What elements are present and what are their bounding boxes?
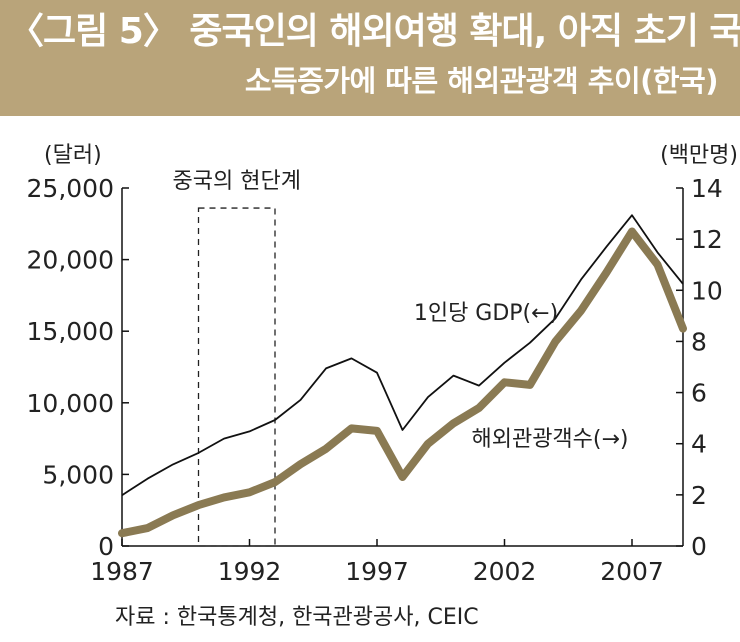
left-tick-label: 0 <box>98 532 114 561</box>
right-axis-unit: (백만명) <box>660 143 738 168</box>
right-tick-label: 14 <box>691 174 723 203</box>
highlight-box <box>197 207 276 547</box>
right-tick-label: 4 <box>691 430 707 459</box>
chart-area: 0 5,000 10,000 15,000 20,000 25,000 0 2 4 6 8 10 12 1… <box>0 116 740 638</box>
series-line-gdp <box>121 214 684 496</box>
left-tick-label: 10,000 <box>27 389 114 418</box>
right-tick-label: 2 <box>691 481 707 510</box>
right-tick-label: 6 <box>691 379 707 408</box>
right-tick-label: 8 <box>691 327 707 356</box>
x-tick-label: 1992 <box>218 557 282 586</box>
x-tick-label: 1997 <box>345 557 409 586</box>
figure-title: 〈그림 5〉 중국인의 해외여행 확대, 아직 초기 국면 <box>8 11 740 52</box>
highlight-label: 중국의 현단계 <box>173 169 301 194</box>
left-tick-label: 5,000 <box>42 460 114 489</box>
series-line-tourists <box>118 227 687 538</box>
left-axis-unit: (달러) <box>44 143 102 168</box>
source-note: 자료 : 한국통계청, 한국관광공사, CEIC <box>115 605 479 630</box>
left-tick-label: 15,000 <box>27 317 114 346</box>
left-tick-label: 25,000 <box>27 174 114 203</box>
series-label-gdp: 1인당 GDP(←) <box>414 301 558 326</box>
x-tick-label: 2007 <box>600 557 664 586</box>
figure-header: 〈그림 5〉 중국인의 해외여행 확대, 아직 초기 국면 소득증가에 따른 해… <box>0 0 740 116</box>
line-chart: 0 5,000 10,000 15,000 20,000 25,000 0 2 4 6 8 10 12 1… <box>27 143 738 630</box>
x-tick-label: 1987 <box>90 557 154 586</box>
right-tick-label: 10 <box>691 276 723 305</box>
right-tick-label: 0 <box>691 532 707 561</box>
left-tick-label: 20,000 <box>27 246 114 275</box>
right-tick-label: 12 <box>691 225 723 254</box>
x-tick-label: 2002 <box>473 557 537 586</box>
figure-subtitle: 소득증가에 따른 해외관광객 추이(한국) <box>244 64 719 98</box>
series-label-tourists: 해외관광객수(→) <box>471 427 628 452</box>
